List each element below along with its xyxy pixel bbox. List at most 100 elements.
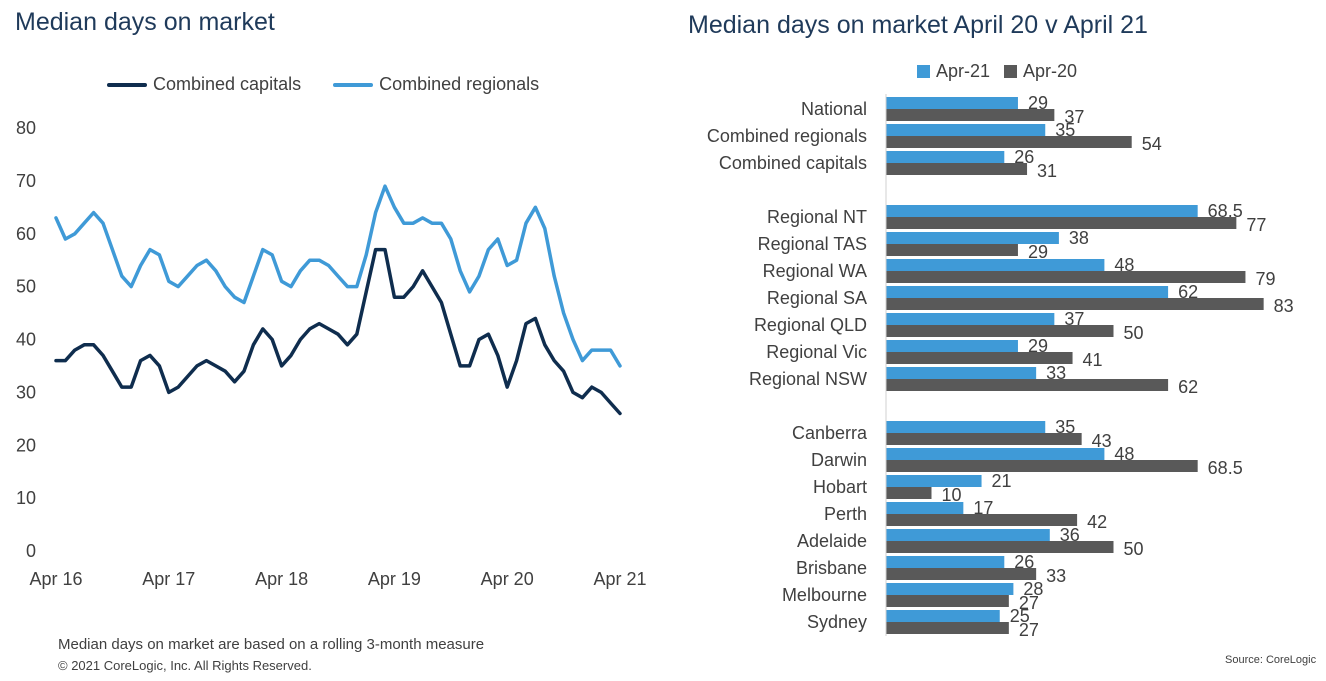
data-label-apr20: 41 — [1083, 350, 1103, 370]
legend-label-regionals: Combined regionals — [379, 74, 540, 94]
bar-apr20 — [886, 595, 1009, 607]
bar-category-label: Regional Vic — [766, 342, 867, 362]
bar-apr20 — [886, 325, 1114, 337]
bar-apr20 — [886, 217, 1237, 229]
legend-label-apr20: Apr-20 — [1023, 61, 1078, 81]
data-label-apr20: 50 — [1124, 539, 1144, 559]
bar-apr21 — [886, 151, 1005, 163]
legend-item-combined-regionals: Combined regionals — [333, 74, 539, 95]
left-chart-title: Median days on market — [15, 8, 275, 36]
bar-apr20 — [886, 460, 1198, 472]
bar-category-label: Canberra — [792, 423, 868, 443]
y-tick-label: 40 — [16, 330, 36, 350]
bar-apr20 — [886, 271, 1246, 283]
bar-category-label: Combined capitals — [719, 153, 867, 173]
x-tick-label: Apr 17 — [142, 569, 195, 589]
data-label-apr20: 33 — [1046, 566, 1066, 586]
y-tick-label: 80 — [16, 118, 36, 138]
legend-swatch-apr20 — [1004, 65, 1018, 78]
legend-label-apr21: Apr-21 — [936, 61, 991, 81]
legend-item-apr20: Apr-20 — [1004, 61, 1077, 82]
bar-apr21 — [886, 421, 1046, 433]
data-label-apr20: 10 — [942, 485, 962, 505]
data-label-apr20: 37 — [1064, 107, 1084, 127]
bar-apr21 — [886, 529, 1050, 541]
bar-apr20 — [886, 541, 1114, 553]
data-label-apr21: 48 — [1114, 255, 1134, 275]
y-tick-label: 10 — [16, 488, 36, 508]
series-line-combined-capitals — [54, 247, 622, 416]
bar-category-label: Perth — [824, 504, 867, 524]
bar-category-label: Regional WA — [763, 261, 867, 281]
bar-apr21 — [886, 502, 964, 514]
y-tick-label: 70 — [16, 171, 36, 191]
bar-category-label: Regional TAS — [758, 234, 867, 254]
bar-category-label: Sydney — [807, 612, 867, 632]
data-label-apr20: 77 — [1246, 215, 1266, 235]
bar-category-label: Hobart — [813, 477, 867, 497]
right-chart-legend: Apr-21 Apr-20 — [917, 61, 1091, 82]
bar-apr21 — [886, 610, 1000, 622]
legend-label-capitals: Combined capitals — [153, 74, 302, 94]
data-label-apr21: 25 — [1010, 606, 1030, 626]
data-label-apr21: 17 — [973, 498, 993, 518]
bar-apr20 — [886, 433, 1082, 445]
x-tick-label: Apr 18 — [255, 569, 308, 589]
data-label-apr21: 26 — [1014, 147, 1034, 167]
data-label-apr21: 33 — [1046, 363, 1066, 383]
bar-apr21 — [886, 259, 1105, 271]
source-note: Source: CoreLogic — [1225, 654, 1317, 666]
data-label-apr20: 79 — [1255, 269, 1275, 289]
bar-category-label: Combined regionals — [707, 126, 867, 146]
bar-apr20 — [886, 622, 1009, 634]
bar-apr21 — [886, 556, 1005, 568]
data-label-apr20: 29 — [1028, 242, 1048, 262]
bar-category-label: National — [801, 99, 867, 119]
footnote: Median days on market are based on a rol… — [58, 636, 485, 653]
data-label-apr21: 35 — [1055, 120, 1075, 140]
legend-item-apr21: Apr-21 — [917, 61, 990, 82]
bar-apr21 — [886, 97, 1018, 109]
bar-category-label: Regional NSW — [749, 369, 867, 389]
bar-apr21 — [886, 475, 982, 487]
bar-category-label: Adelaide — [797, 531, 867, 551]
bar-category-label: Regional SA — [767, 288, 867, 308]
left-chart-legend: Combined capitals Combined regionals — [107, 74, 571, 95]
data-label-apr21: 62 — [1178, 282, 1198, 302]
data-label-apr20: 62 — [1178, 377, 1198, 397]
data-label-apr21: 28 — [1023, 579, 1043, 599]
data-label-apr20: 54 — [1142, 134, 1162, 154]
data-label-apr20: 68.5 — [1208, 458, 1243, 478]
bar-category-label: Regional QLD — [754, 315, 867, 335]
bar-category-label: Regional NT — [767, 207, 867, 227]
data-label-apr21: 29 — [1028, 336, 1048, 356]
data-label-apr20: 50 — [1124, 323, 1144, 343]
data-label-apr21: 29 — [1028, 93, 1048, 113]
bar-apr21 — [886, 286, 1169, 298]
data-label-apr21: 21 — [992, 471, 1012, 491]
bar-apr21 — [886, 367, 1037, 379]
right-chart-title: Median days on market April 20 v April 2… — [688, 11, 1148, 39]
data-label-apr21: 68.5 — [1208, 201, 1243, 221]
bar-apr20 — [886, 136, 1132, 148]
y-tick-label: 50 — [16, 277, 36, 297]
bar-apr21 — [886, 124, 1046, 136]
legend-swatch-apr21 — [917, 65, 930, 78]
data-label-apr21: 36 — [1060, 525, 1080, 545]
bar-apr20 — [886, 568, 1037, 580]
bar-category-label: Brisbane — [796, 558, 867, 578]
legend-line-capitals — [107, 82, 147, 87]
data-label-apr20: 43 — [1092, 431, 1112, 451]
bar-apr21 — [886, 232, 1059, 244]
data-label-apr21: 38 — [1069, 228, 1089, 248]
bar-apr21 — [886, 340, 1018, 352]
bar-apr20 — [886, 109, 1055, 121]
bar-apr21 — [886, 583, 1014, 595]
bar-category-label: Melbourne — [782, 585, 867, 605]
x-tick-label: Apr 16 — [29, 569, 82, 589]
y-tick-label: 20 — [16, 435, 36, 455]
data-label-apr21: 35 — [1055, 417, 1075, 437]
x-tick-label: Apr 19 — [368, 569, 421, 589]
bar-apr20 — [886, 244, 1018, 256]
